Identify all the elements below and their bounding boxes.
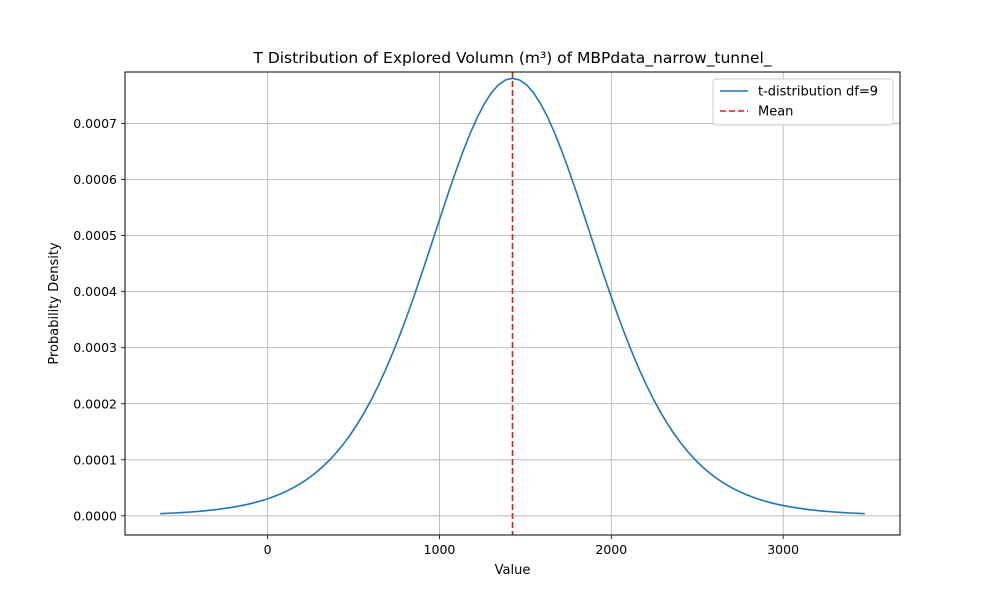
t-distribution-line bbox=[160, 77, 865, 515]
series-layer bbox=[160, 72, 865, 535]
legend-label-t-distribution: t-distribution df=9 bbox=[758, 85, 878, 100]
x-axis-ticks: 0 1000 2000 3000 bbox=[264, 535, 799, 557]
y-tick-label: 0.0001 bbox=[73, 452, 117, 467]
legend-label-mean: Mean bbox=[758, 105, 793, 120]
y-axis-ticks: 0.0000 0.0001 0.0002 0.0003 0.0004 0.0005 0.00… bbox=[73, 116, 125, 523]
y-axis-title: Probability Density bbox=[47, 242, 62, 365]
y-tick-label: 0.0005 bbox=[73, 228, 117, 243]
x-tick-label: 2000 bbox=[595, 542, 627, 557]
x-tick-label: 3000 bbox=[767, 542, 799, 557]
legend: t-distribution df=9 Mean bbox=[712, 78, 894, 126]
y-tick-label: 0.0002 bbox=[73, 396, 117, 411]
plot-area-frame bbox=[124, 71, 901, 536]
y-tick-label: 0.0000 bbox=[73, 508, 117, 523]
x-tick-label: 0 bbox=[264, 542, 272, 557]
chart-title: T Distribution of Explored Volumn (m³) o… bbox=[252, 49, 771, 68]
y-tick-label: 0.0006 bbox=[73, 172, 117, 187]
y-tick-label: 0.0003 bbox=[73, 340, 117, 355]
legend-box bbox=[712, 78, 894, 126]
y-tick-label: 0.0004 bbox=[73, 284, 117, 299]
x-tick-label: 1000 bbox=[424, 542, 456, 557]
y-tick-label: 0.0007 bbox=[73, 116, 117, 131]
x-axis-title: Value bbox=[495, 563, 531, 578]
